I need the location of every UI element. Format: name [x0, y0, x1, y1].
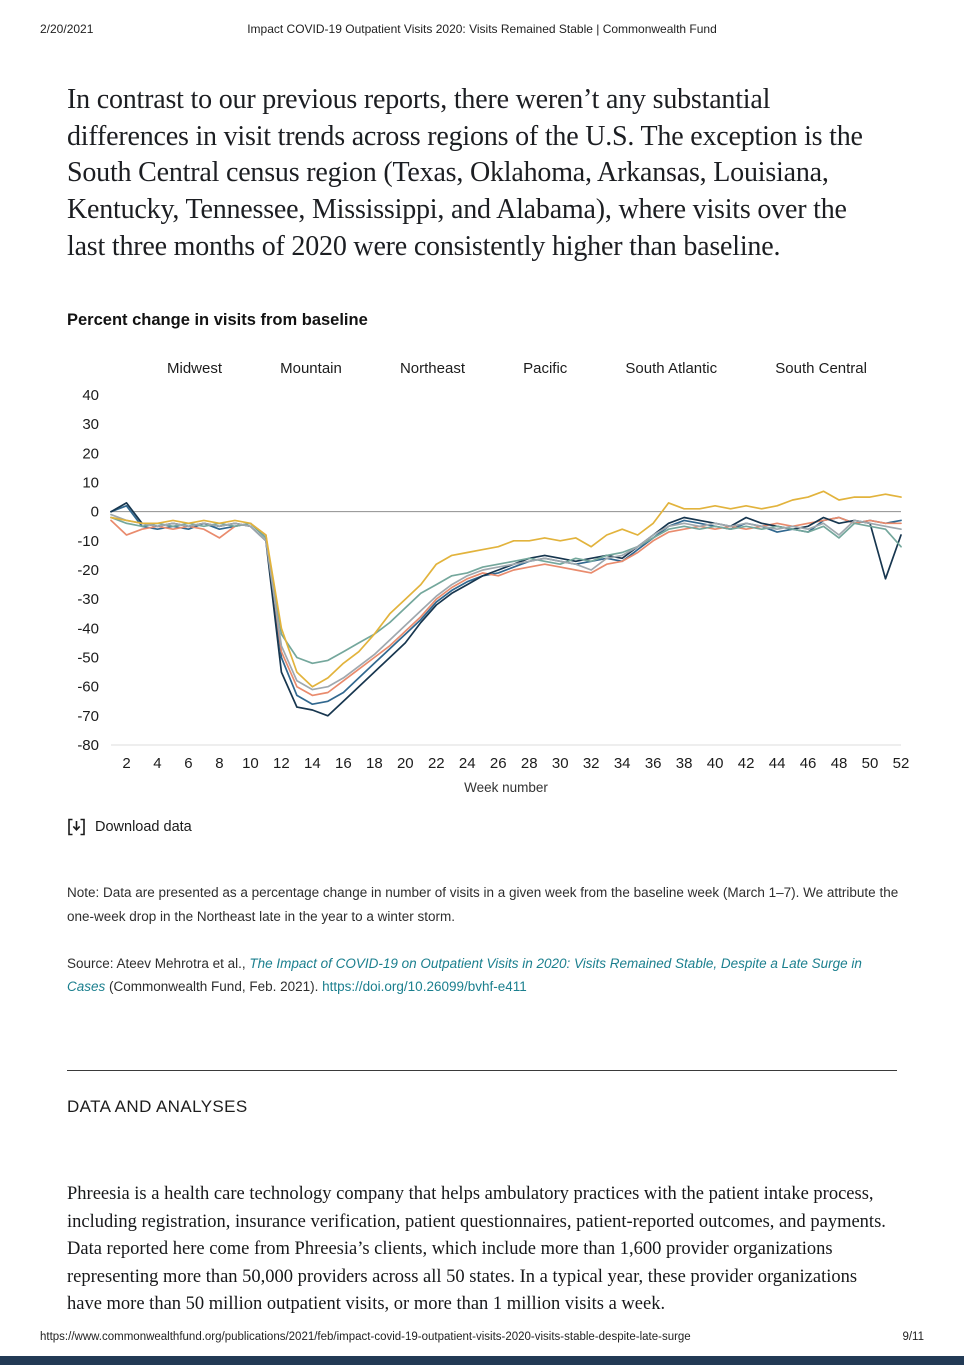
download-icon: [68, 819, 85, 836]
legend-item-mountain: Mountain: [280, 360, 342, 378]
source-prefix: Source: Ateev Mehrotra et al.,: [67, 955, 250, 971]
x-tick-label: 24: [459, 755, 476, 772]
chart-legend: Midwest Mountain Northeast Pacific South Atl…: [167, 360, 867, 377]
x-tick-label: 10: [242, 755, 259, 772]
x-tick-label: 46: [800, 755, 817, 772]
x-tick-label: 32: [583, 755, 600, 772]
chart-block: Percent change in visits from baseline M…: [67, 311, 909, 841]
y-tick-label: -10: [77, 533, 99, 550]
x-tick-label: 4: [153, 755, 161, 772]
x-tick-label: 6: [184, 755, 192, 772]
y-tick-label: 40: [82, 387, 99, 404]
legend-item-pacific: Pacific: [523, 360, 568, 378]
x-tick-label: 50: [862, 755, 879, 772]
x-tick-label: 48: [831, 755, 848, 772]
x-tick-label: 34: [614, 755, 631, 772]
x-tick-label: 16: [335, 755, 352, 772]
print-date: 2/20/2021: [40, 22, 94, 36]
x-tick-label: 36: [645, 755, 662, 772]
y-tick-label: 30: [82, 417, 99, 434]
section-heading: DATA AND ANALYSES: [67, 1097, 248, 1117]
legend-item-south-central: South Central: [775, 360, 867, 378]
main-content: In contrast to our previous reports, the…: [0, 82, 964, 1318]
download-data-label: Download data: [95, 819, 192, 836]
y-tick-label: -30: [77, 592, 99, 609]
y-tick-label: -40: [77, 621, 99, 638]
y-tick-label: 10: [82, 475, 99, 492]
x-tick-label: 14: [304, 755, 321, 772]
x-tick-label: 18: [366, 755, 383, 772]
doi-link[interactable]: https://doi.org/10.26099/bvhf-e411: [322, 978, 527, 994]
x-tick-label: 8: [215, 755, 223, 772]
series-line-northeast: [110, 502, 902, 718]
series-line-midwest: [110, 505, 902, 706]
intro-paragraph: In contrast to our previous reports, the…: [67, 84, 863, 262]
x-axis-title: Week number: [464, 780, 548, 793]
legend-item-south-atlantic: South Atlantic: [625, 360, 718, 378]
x-tick-label: 2: [122, 755, 130, 772]
x-tick-label: 20: [397, 755, 414, 772]
section-divider: [67, 1070, 897, 1072]
print-header: 2/20/2021 Impact COVID-19 Outpatient Vis…: [0, 0, 964, 40]
body-paragraph: Phreesia is a health care technology com…: [67, 1184, 886, 1314]
download-data-button[interactable]: Download data: [67, 818, 192, 836]
x-tick-label: 28: [521, 755, 538, 772]
y-tick-label: -80: [77, 737, 99, 754]
chart-title: Percent change in visits from baseline: [67, 311, 368, 330]
x-tick-label: 38: [676, 755, 693, 772]
source-suffix: (Commonwealth Fund, Feb. 2021).: [105, 978, 323, 994]
chart-source: Source: Ateev Mehrotra et al., The Impac…: [67, 953, 879, 999]
series-line-south-central: [110, 490, 902, 688]
footer-url: https://www.commonwealthfund.org/publica…: [40, 1331, 691, 1343]
series-line-south-atlantic: [110, 514, 902, 691]
x-tick-label: 30: [552, 755, 569, 772]
x-tick-label: 42: [738, 755, 755, 772]
x-tick-label: 12: [273, 755, 290, 772]
x-tick-label: 44: [769, 755, 786, 772]
print-title: Impact COVID-19 Outpatient Visits 2020: …: [247, 22, 717, 36]
y-tick-label: -70: [77, 708, 99, 725]
print-footer: https://www.commonwealthfund.org/publica…: [40, 1331, 924, 1343]
x-tick-label: 26: [490, 755, 507, 772]
source-title-link[interactable]: The Impact of COVID-19 on Outpatient Vis…: [67, 955, 862, 994]
footer-page-number: 9/11: [902, 1331, 924, 1343]
legend-item-midwest: Midwest: [167, 360, 223, 378]
y-tick-label: -20: [77, 562, 99, 579]
chart-note: Note: Data are presented as a percentage…: [67, 885, 899, 924]
y-tick-label: 20: [82, 446, 99, 463]
chart-area: 40 30 20 10 0 -10 -20 -30 -40 -50 -60 -70 -80 2 4 6 8 10 1…: [67, 381, 909, 798]
y-tick-label: -60: [77, 679, 99, 696]
x-tick-label: 52: [893, 755, 910, 772]
series-line-pacific: [110, 517, 902, 665]
x-tick-label: 40: [707, 755, 724, 772]
x-tick-label: 22: [428, 755, 445, 772]
y-tick-label: -50: [77, 650, 99, 667]
y-tick-label: 0: [91, 504, 99, 521]
bottom-bar: [0, 1356, 964, 1365]
legend-item-northeast: Northeast: [399, 360, 465, 378]
